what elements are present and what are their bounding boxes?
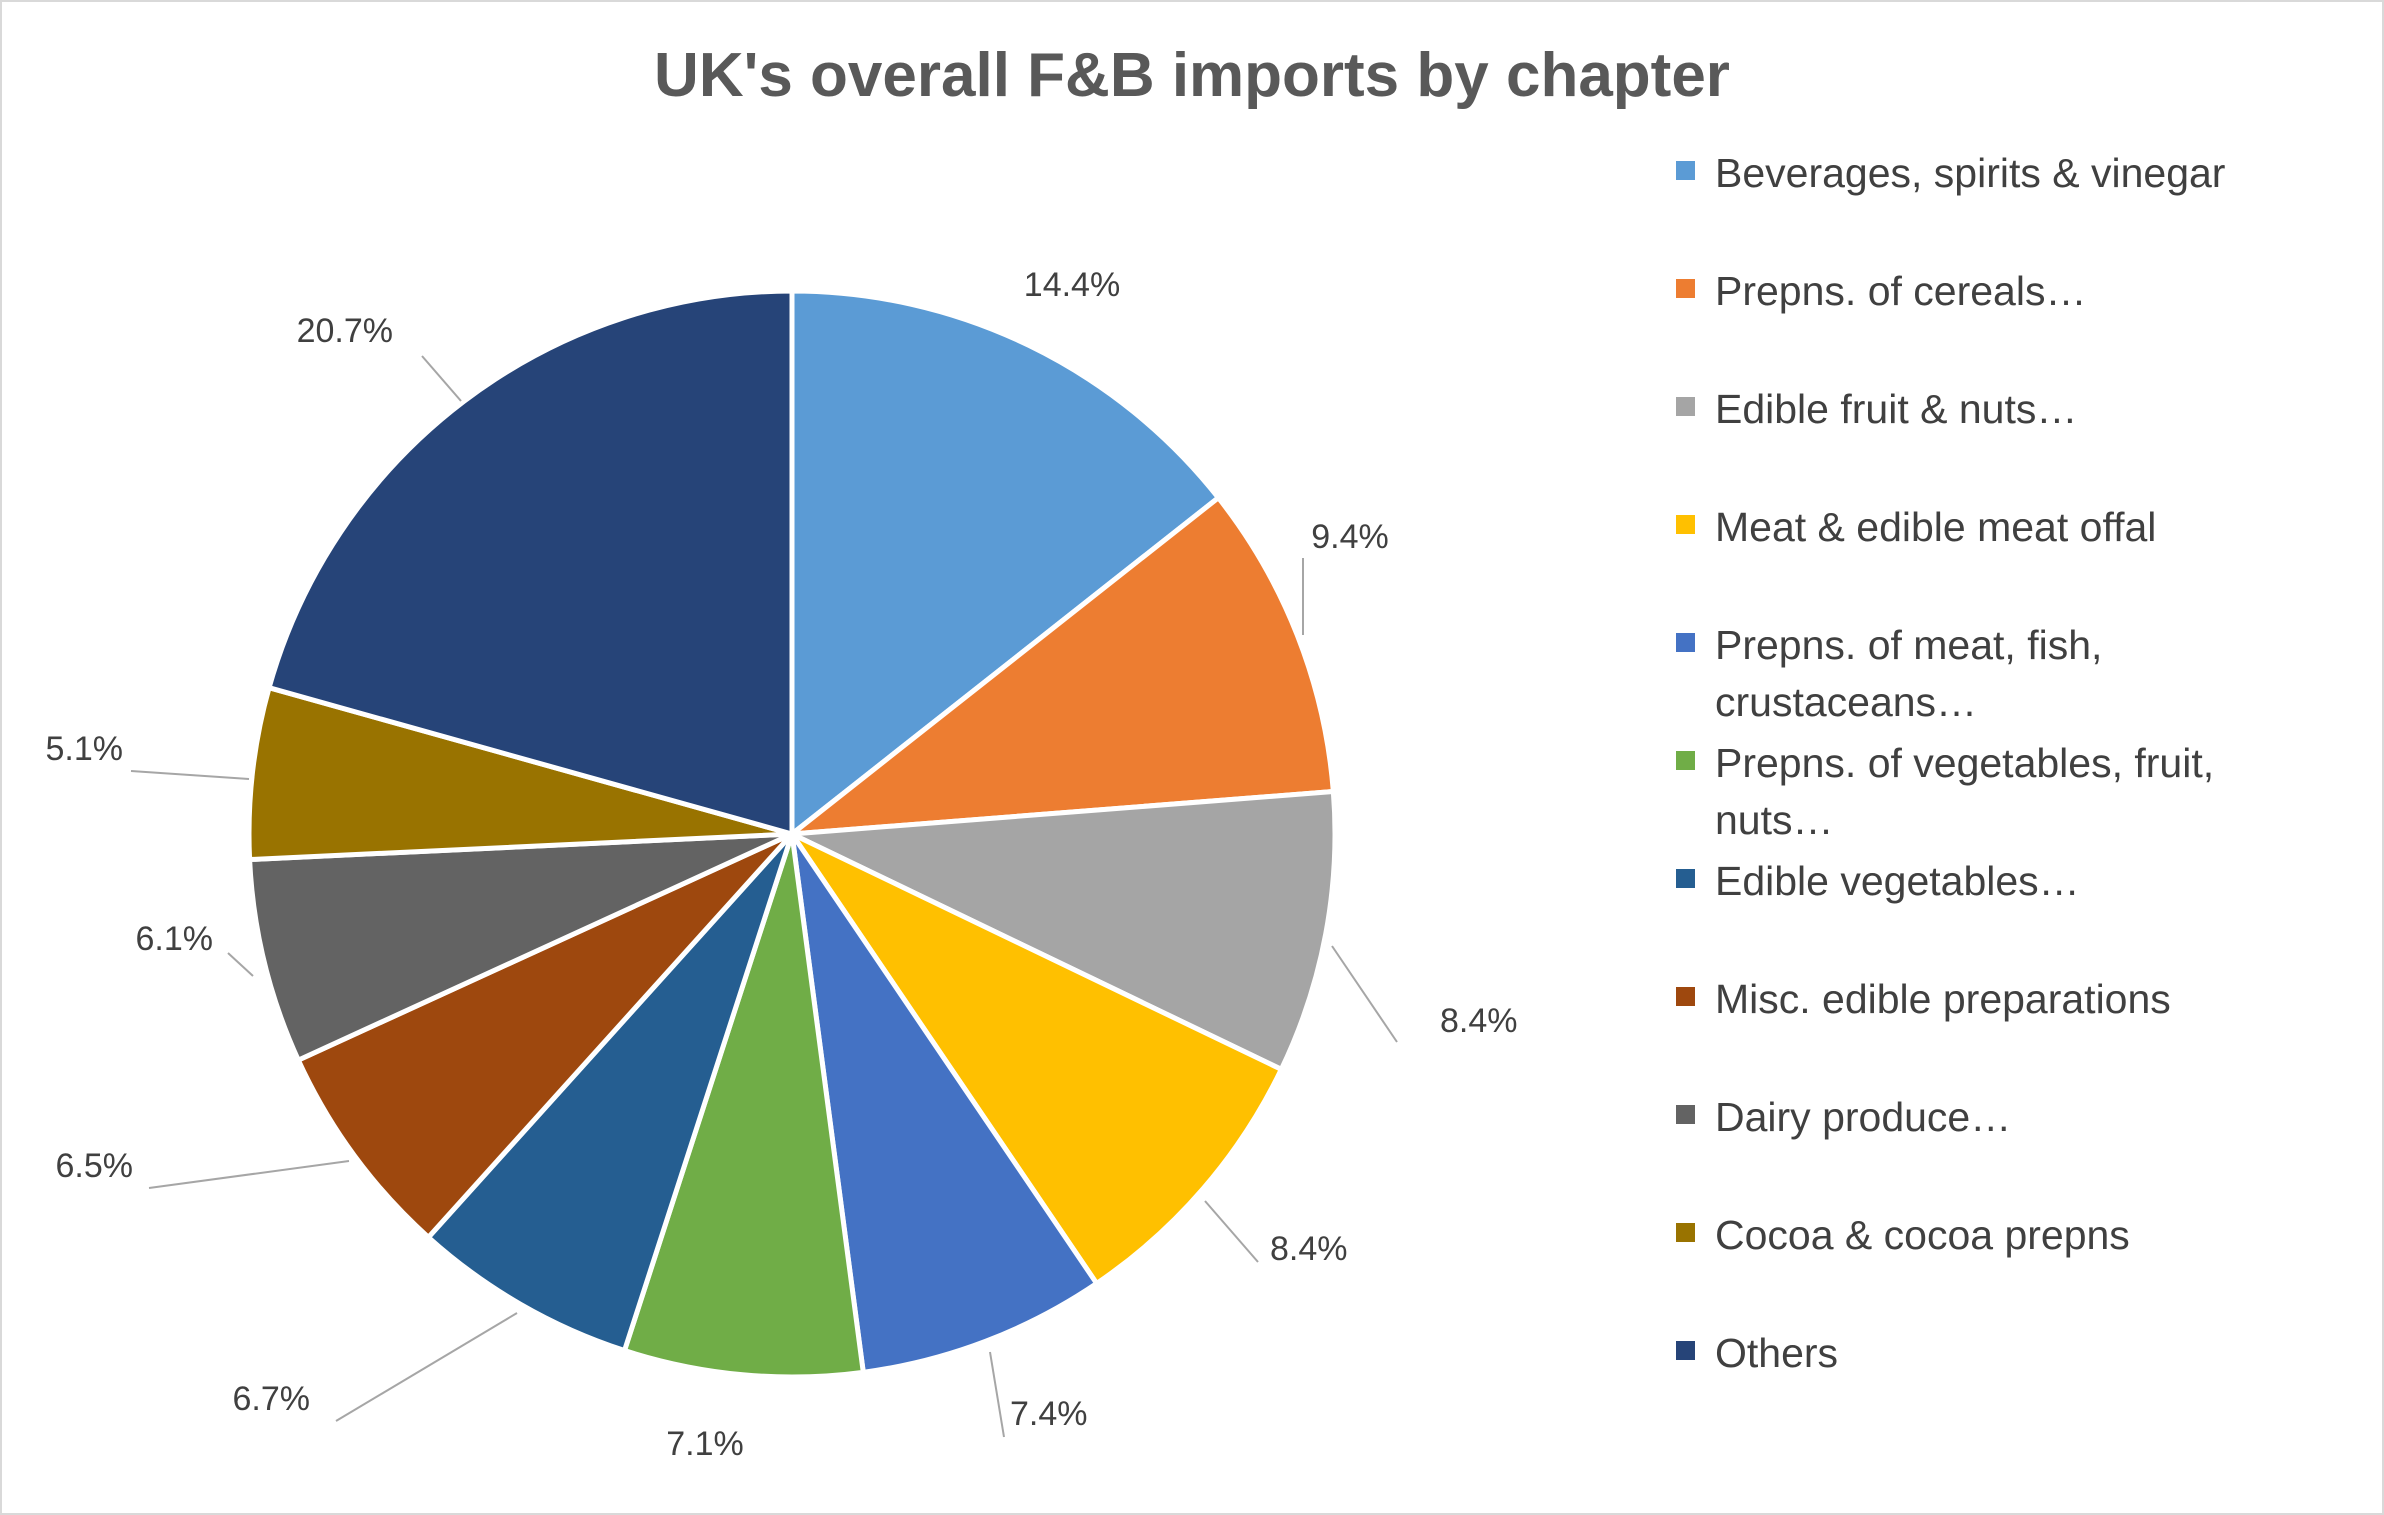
pie-slice-dairy-produce — [247, 831, 795, 1063]
legend-swatch — [1676, 1223, 1695, 1242]
legend-label: Misc. edible preparations — [1715, 976, 2171, 1022]
legend-item-prepns-of-meat-fish-crustaceans: Prepns. of meat, fish, crustaceans… — [1676, 617, 2356, 731]
leader-line-others — [421, 355, 462, 402]
legend-label: Beverages, spirits & vinegar — [1715, 150, 2226, 196]
legend-swatch — [1676, 869, 1695, 888]
data-label-others: 20.7% — [297, 312, 393, 350]
leader-line-cocoa-cocoa-prepns — [130, 770, 250, 780]
legend-swatch — [1676, 279, 1695, 298]
legend-swatch — [1676, 1341, 1695, 1360]
leader-line-dairy-produce — [227, 952, 254, 977]
data-label-prepns-of-vegetables-fruit-nuts: 7.1% — [666, 1425, 744, 1463]
legend-item-beverages-spirits-vinegar: Beverages, spirits & vinegar — [1676, 145, 2356, 202]
data-label-edible-vegetables: 6.7% — [233, 1380, 311, 1418]
legend-item-cocoa-cocoa-prepns: Cocoa & cocoa prepns — [1676, 1207, 2356, 1264]
legend-item-misc-edible-preparations: Misc. edible preparations — [1676, 971, 2356, 1028]
legend-label: Edible vegetables… — [1715, 858, 2080, 904]
data-label-meat-edible-meat-offal: 8.4% — [1270, 1230, 1348, 1268]
leader-line-edible-vegetables — [335, 1312, 518, 1422]
data-labels: 14.4% 9.4% 8.4% 8.4% 7.4% 7.1% 6.7% 6.5% 6.1% 5.1… — [46, 266, 1518, 1463]
pie-slices — [246, 288, 1338, 1380]
leader-line-prepns-of-meat-fish-crustaceans — [989, 1351, 1005, 1438]
data-label-prepns-of-meat-fish-crustaceans: 7.4% — [1010, 1395, 1088, 1433]
legend-label: Edible fruit & nuts… — [1715, 386, 2078, 432]
legend-swatch — [1676, 397, 1695, 416]
legend-label: Prepns. of vegetables, fruit, nuts… — [1715, 740, 2215, 843]
data-label-cocoa-cocoa-prepns: 5.1% — [46, 730, 124, 768]
pie-slice-beverages-spirits-vinegar — [789, 288, 1221, 837]
legend-label: Meat & edible meat offal — [1715, 504, 2157, 550]
leader-line-edible-fruit-nuts — [1331, 945, 1398, 1043]
data-label-beverages-spirits-vinegar: 14.4% — [1024, 266, 1120, 304]
legend-item-edible-fruit-nuts: Edible fruit & nuts… — [1676, 381, 2356, 438]
legend-swatch — [1676, 515, 1695, 534]
legend-item-prepns-of-vegetables-fruit-nuts: Prepns. of vegetables, fruit, nuts… — [1676, 735, 2356, 849]
legend-swatch — [1676, 987, 1695, 1006]
legend-item-edible-vegetables: Edible vegetables… — [1676, 853, 2356, 910]
data-label-misc-edible-preparations: 6.5% — [56, 1147, 134, 1185]
legend-label: Cocoa & cocoa prepns — [1715, 1212, 2130, 1258]
data-label-dairy-produce: 6.1% — [136, 920, 214, 958]
data-label-edible-fruit-nuts: 8.4% — [1440, 1002, 1518, 1040]
legend-swatch — [1676, 751, 1695, 770]
pie-slice-cocoa-cocoa-prepns — [246, 685, 795, 863]
pie-slice-prepns-of-meat-fish-crustaceans — [789, 831, 1100, 1375]
legend-label: Prepns. of meat, fish, crustaceans… — [1715, 622, 2103, 725]
legend-item-dairy-produce: Dairy produce… — [1676, 1089, 2356, 1146]
legend-swatch — [1676, 633, 1695, 652]
chart-title: UK's overall F&B imports by chapter — [654, 41, 1730, 110]
pie-slice-misc-edible-preparations — [295, 831, 795, 1240]
leader-lines — [130, 355, 1398, 1438]
data-label-prepns-of-cereals: 9.4% — [1311, 518, 1389, 556]
legend-swatch — [1676, 161, 1695, 180]
leader-line-meat-edible-meat-offal — [1204, 1200, 1259, 1263]
legend-swatch — [1676, 1105, 1695, 1124]
legend-item-meat-edible-meat-offal: Meat & edible meat offal — [1676, 499, 2356, 556]
pie-slice-edible-vegetables — [425, 831, 795, 1354]
legend-item-prepns-of-cereals: Prepns. of cereals… — [1676, 263, 2356, 320]
pie-slice-prepns-of-vegetables-fruit-nuts — [622, 831, 866, 1380]
pie-slice-meat-edible-meat-offal — [789, 831, 1284, 1286]
legend-label: Others — [1715, 1330, 1839, 1376]
legend-item-others: Others — [1676, 1325, 2356, 1382]
pie-slice-others — [266, 288, 795, 837]
pie-slice-prepns-of-cereals — [789, 495, 1336, 837]
legend-label: Prepns. of cereals… — [1715, 268, 2087, 314]
legend-label: Dairy produce… — [1715, 1094, 2012, 1140]
leader-line-misc-edible-preparations — [148, 1160, 350, 1189]
pie-slice-edible-fruit-nuts — [789, 788, 1338, 1072]
